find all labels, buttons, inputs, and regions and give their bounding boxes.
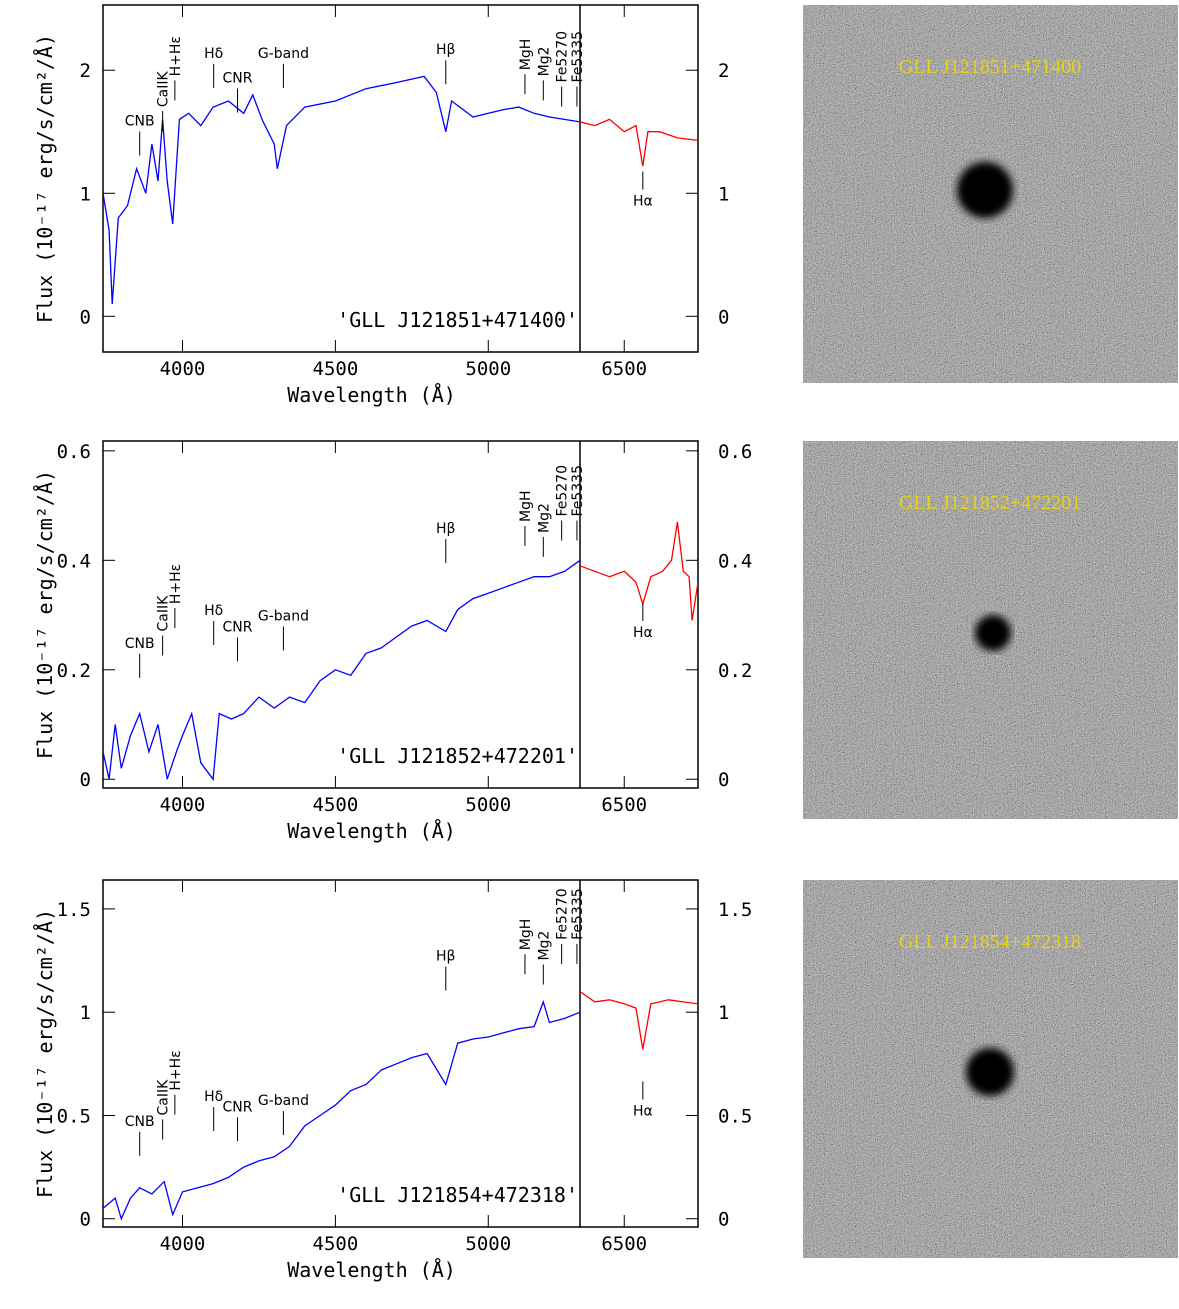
y2-tick-label: 0 [718, 769, 729, 791]
feature-label: G-band [258, 1093, 309, 1109]
y2-tick-label: 1 [718, 183, 729, 205]
x-tick-label: 4000 [160, 358, 206, 380]
x-tick-label: 5000 [465, 1233, 511, 1255]
galaxy-blob [966, 1048, 1014, 1096]
y2-tick-label: 0 [718, 306, 729, 328]
spectrum-line [579, 990, 698, 1050]
feature-label: CNB [125, 1114, 155, 1130]
feature-label: Hβ [436, 42, 455, 58]
feature-label: Hα [633, 1103, 653, 1119]
image-title: GLL J121854+472318 [899, 931, 1081, 953]
x-tick-label: 4500 [313, 794, 359, 816]
galaxy-blob [975, 615, 1011, 651]
feature-label: Fe5335 [570, 888, 586, 940]
y-tick-label: 0 [80, 306, 91, 328]
feature-label: CaIIK [156, 71, 172, 108]
feature-label: G-band [258, 46, 309, 62]
feature-label: Fe5270 [555, 888, 571, 940]
y2-tick-label: 0.6 [718, 441, 752, 463]
y-tick-label: 1.5 [57, 899, 91, 921]
y-tick-label: 0.5 [57, 1105, 91, 1127]
object-label: 'GLL J121851+471400' [337, 308, 578, 332]
image-title: GLL J121852+472201 [899, 492, 1081, 514]
feature-label: MgH [518, 919, 534, 951]
feature-label: Fe5335 [570, 465, 586, 517]
feature-label: Hδ [204, 603, 223, 619]
y2-tick-label: 0.5 [718, 1105, 752, 1127]
x-tick-label: 5000 [465, 358, 511, 380]
feature-label: Fe5270 [555, 31, 571, 83]
y2-tick-label: 0.4 [718, 550, 752, 572]
feature-label: Mg2 [536, 931, 552, 961]
feature-label: Hα [633, 625, 653, 641]
feature-label: CNR [223, 1099, 253, 1115]
y-tick-label: 0.6 [57, 441, 91, 463]
spectrum-line [579, 118, 698, 167]
galaxy-blob [957, 162, 1013, 218]
y-tick-label: 0 [80, 769, 91, 791]
feature-label: Hδ [204, 46, 223, 62]
feature-label: H+Hε [168, 36, 184, 76]
x-tick-label: 4000 [160, 1233, 206, 1255]
feature-label: G-band [258, 609, 309, 625]
x-axis-label: Wavelength (Å) [287, 383, 456, 407]
feature-label: Mg2 [536, 46, 552, 76]
y2-tick-label: 1.5 [718, 899, 752, 921]
plot-frame [102, 440, 699, 789]
feature-label: CNB [125, 114, 155, 130]
feature-label: Hβ [436, 521, 455, 537]
y-tick-label: 2 [80, 60, 91, 82]
y-axis-label: Flux (10⁻¹⁷ erg/s/cm²/Å) [33, 470, 57, 759]
y-tick-label: 0 [80, 1209, 91, 1231]
x2-tick-label: 6500 [601, 1233, 647, 1255]
plot-frame [102, 879, 699, 1228]
spectrum-line [103, 75, 581, 305]
feature-label: H+Hε [168, 564, 184, 604]
feature-label: Mg2 [536, 503, 552, 533]
plot-frame [102, 4, 699, 353]
feature-label: Fe5270 [555, 465, 571, 517]
feature-label: Hβ [436, 949, 455, 965]
object-label: 'GLL J121852+472201' [337, 744, 578, 768]
y2-tick-label: 2 [718, 60, 729, 82]
feature-label: H+Hε [168, 1050, 184, 1090]
spectrum-line [103, 559, 581, 781]
feature-label: MgH [518, 491, 534, 523]
x2-tick-label: 6500 [601, 358, 647, 380]
feature-label: MgH [518, 39, 534, 71]
y2-tick-label: 0.2 [718, 660, 752, 682]
y-tick-label: 1 [80, 1002, 91, 1024]
x-axis-label: Wavelength (Å) [287, 1258, 456, 1282]
x-axis-label: Wavelength (Å) [287, 819, 456, 843]
feature-label: CaIIK [156, 1079, 172, 1116]
y-tick-label: 0.2 [57, 660, 91, 682]
image-title: GLL J121851+471400 [899, 56, 1081, 78]
x-tick-label: 4000 [160, 794, 206, 816]
feature-label: Fe5335 [570, 31, 586, 83]
x-tick-label: 4500 [313, 1233, 359, 1255]
feature-label: CNR [223, 71, 253, 87]
spectrum-line [579, 521, 698, 621]
y2-tick-label: 0 [718, 1209, 729, 1231]
feature-label: CNB [125, 636, 155, 652]
x-tick-label: 4500 [313, 358, 359, 380]
feature-label: Hδ [204, 1089, 223, 1105]
feature-label: CNR [223, 619, 253, 635]
y-axis-label: Flux (10⁻¹⁷ erg/s/cm²/Å) [33, 34, 57, 323]
y-tick-label: 0.4 [57, 550, 91, 572]
x-tick-label: 5000 [465, 794, 511, 816]
x2-tick-label: 6500 [601, 794, 647, 816]
feature-label: CaIIK [156, 595, 172, 632]
object-label: 'GLL J121854+472318' [337, 1183, 578, 1207]
y-tick-label: 1 [80, 183, 91, 205]
spectrum-line [103, 999, 581, 1221]
y2-tick-label: 1 [718, 1002, 729, 1024]
feature-label: Hα [633, 194, 653, 210]
y-axis-label: Flux (10⁻¹⁷ erg/s/cm²/Å) [33, 909, 57, 1198]
